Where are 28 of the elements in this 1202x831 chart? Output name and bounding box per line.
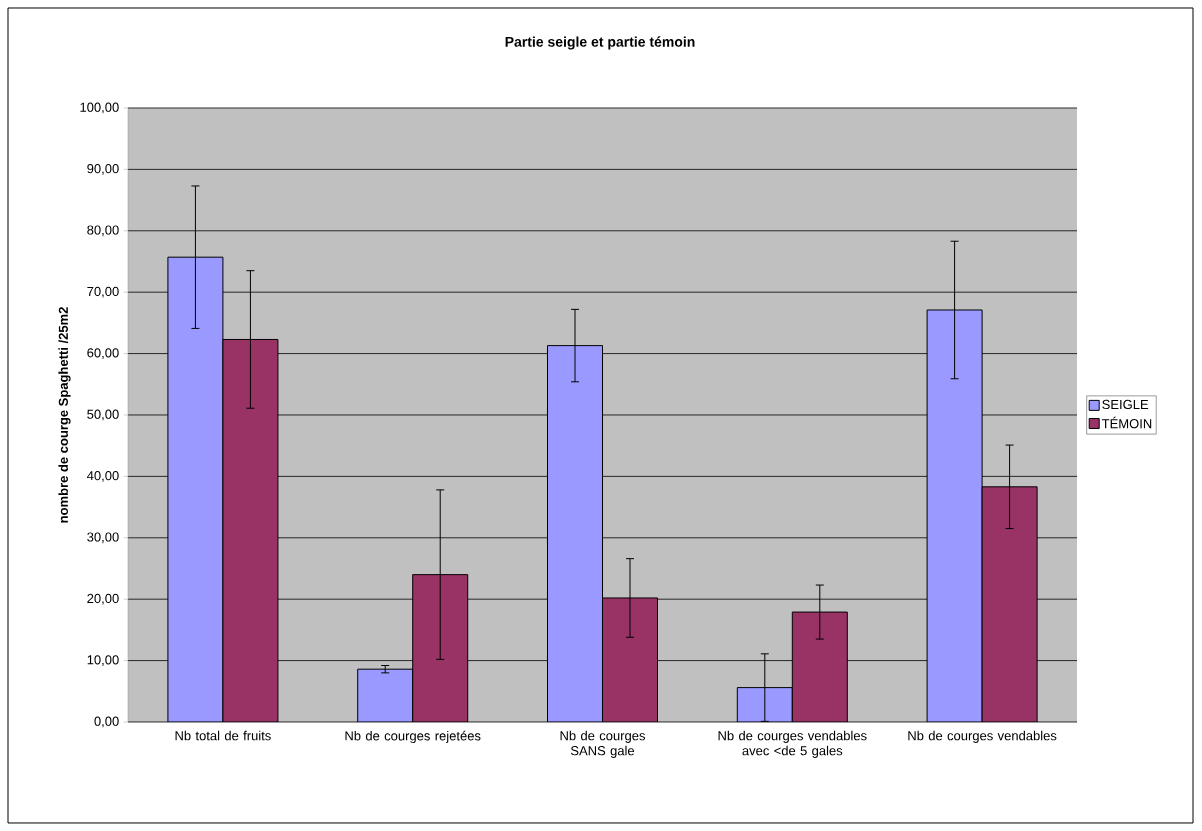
y-tick-label: 10,00 (87, 655, 119, 666)
bar (791, 611, 848, 722)
legend-label: SEIGLE (1102, 399, 1149, 410)
x-tick-label: Nb de courges vendables avec <de 5 gales (718, 730, 867, 758)
y-tick-label: 100,00 (80, 102, 119, 114)
bar (981, 486, 1038, 722)
legend-label: TÉMOIN (1101, 416, 1152, 429)
y-tick-label: 70,00 (87, 286, 119, 298)
x-tick-label: Nb de courges rejetées (345, 730, 481, 744)
bar (926, 309, 983, 722)
chart-title: Partie seigle et partie témoin (505, 36, 695, 50)
bar (602, 597, 659, 722)
x-tick-label: Nb de courges vendables (908, 730, 1057, 743)
bar (547, 345, 604, 722)
y-tick-label: 30,00 (87, 532, 119, 544)
y-tick-label: 60,00 (87, 348, 119, 359)
y-tick-label: 50,00 (87, 409, 119, 421)
y-tick-label: 20,00 (87, 593, 119, 605)
y-tick-label: 0,00 (94, 716, 119, 728)
x-tick-label: Nb total de fruits (175, 730, 271, 741)
y-axis-title: nombre de courge Spaghetti /25m2 (58, 307, 71, 523)
x-tick-label: Nb de courges SANS gale (560, 730, 646, 758)
y-tick-label: 40,00 (86, 471, 119, 482)
y-tick-label: 80,00 (87, 225, 119, 237)
y-tick-label: 90,00 (87, 164, 119, 175)
bar (357, 668, 414, 722)
bar (167, 256, 224, 722)
bar (222, 338, 279, 722)
